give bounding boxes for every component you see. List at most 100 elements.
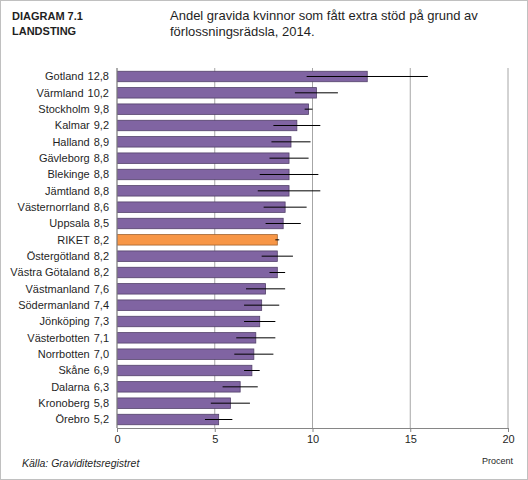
tick-mark <box>508 428 509 432</box>
error-line <box>305 109 313 110</box>
error-line <box>295 92 338 93</box>
category-label: Södermanland7,4 <box>18 299 109 311</box>
value-label: 7,0 <box>94 348 109 360</box>
error-line <box>260 174 319 175</box>
error-bar <box>307 76 428 77</box>
source: Källa: Graviditetsregistret <box>22 457 140 469</box>
category-label: RIKET8,2 <box>57 234 109 246</box>
value-label: 9,8 <box>94 103 109 115</box>
chart: DIAGRAM 7.1 LANDSTING Källa: Graviditetsre… <box>0 0 528 480</box>
category-name: Gotland <box>45 70 84 82</box>
error-bar <box>236 337 275 338</box>
bar <box>117 88 316 98</box>
category-label: Blekinge8,8 <box>48 168 110 180</box>
category-name: Halland <box>52 136 89 148</box>
value-label: 5,2 <box>94 413 109 425</box>
error-bar <box>246 288 285 289</box>
error-bar <box>260 174 319 175</box>
category-name: Uppsala <box>49 217 90 229</box>
error-line <box>269 158 308 159</box>
error-line <box>236 337 275 338</box>
value-label: 7,1 <box>94 332 109 344</box>
bar <box>117 137 291 147</box>
category-name: Västernorrland <box>18 201 90 213</box>
category-label: Norrbotten 7,0 <box>38 348 109 360</box>
tick: 15 <box>405 428 417 445</box>
bar <box>117 202 285 212</box>
category-label: Skåne6,9 <box>59 364 110 376</box>
category-name: Värmland <box>37 87 84 99</box>
value-label: 7,6 <box>94 283 109 295</box>
tick-mark <box>313 428 314 432</box>
error-line <box>246 288 285 289</box>
error-bar <box>269 272 285 273</box>
value-label: 6,3 <box>94 381 109 393</box>
grid-line <box>312 68 313 428</box>
category-label: Västra Götaland 8,2 <box>10 266 109 278</box>
category-label: Örebro 5,2 <box>55 413 109 425</box>
grid-line <box>410 68 411 428</box>
category-name: Jämtland <box>45 185 90 197</box>
category-name: Östergötland <box>27 250 90 262</box>
category-name: Västra Götaland <box>10 266 90 278</box>
error-line <box>271 141 310 142</box>
value-label: 8,9 <box>94 136 109 148</box>
error-bar <box>244 321 275 322</box>
error-line <box>264 207 307 208</box>
value-label: 8,8 <box>94 152 109 164</box>
category-label: Värmland 10,2 <box>37 87 110 99</box>
category-name: Gävleborg <box>39 152 90 164</box>
region-label: LANDSTING <box>12 25 76 37</box>
error-line <box>244 305 279 306</box>
title: Andel gravida kvinnor som fått extra stö… <box>170 8 478 39</box>
value-label: 9,2 <box>94 119 109 131</box>
category-name: Stockholm <box>38 103 89 115</box>
bar <box>117 414 219 424</box>
value-label: 8,8 <box>94 168 109 180</box>
bar <box>117 251 277 261</box>
error-line <box>269 272 285 273</box>
category-label: Västerbotten 7,1 <box>27 332 109 344</box>
error-bar <box>269 158 308 159</box>
bar <box>117 300 262 310</box>
bar <box>117 349 254 359</box>
plot-area <box>117 71 428 424</box>
tick-label: 10 <box>307 433 319 445</box>
category-name: Jönköping <box>40 315 90 327</box>
error-bar <box>234 354 273 355</box>
value-label: 7,4 <box>94 299 109 311</box>
diagram-label: DIAGRAM 7.1 <box>12 10 83 22</box>
error-bar <box>271 141 310 142</box>
error-bar <box>275 239 279 240</box>
y-axis-line <box>117 68 118 428</box>
value-label: 5,8 <box>94 397 109 409</box>
x-axis: 05101520 <box>114 428 514 445</box>
tick-label: 15 <box>405 433 417 445</box>
bar <box>117 284 266 294</box>
category-name: Kronoberg <box>38 397 89 409</box>
bar <box>117 235 277 245</box>
error-line <box>211 403 250 404</box>
category-label: Jämtland8,8 <box>45 185 109 197</box>
value-label: 8,2 <box>94 266 109 278</box>
value-label: 10,2 <box>88 87 109 99</box>
error-line <box>244 321 275 322</box>
error-bar <box>264 207 307 208</box>
category-label: Kronoberg 5,8 <box>38 397 109 409</box>
tick-mark <box>117 428 118 432</box>
error-line <box>244 370 260 371</box>
category-name: Västerbotten <box>27 332 89 344</box>
value-label: 7,3 <box>94 315 109 327</box>
error-bar <box>223 386 258 387</box>
category-name: Skåne <box>59 364 90 376</box>
category-label: Uppsala8,5 <box>49 217 109 229</box>
error-bar <box>262 256 293 257</box>
tick-mark <box>215 428 216 432</box>
category-name: Örebro <box>55 413 89 425</box>
bar <box>117 267 277 277</box>
category-name: Norrbotten <box>38 348 90 360</box>
error-line <box>275 239 279 240</box>
tick-mark <box>410 428 411 432</box>
value-label: 12,8 <box>88 70 109 82</box>
category-name: Kalmar <box>55 119 90 131</box>
